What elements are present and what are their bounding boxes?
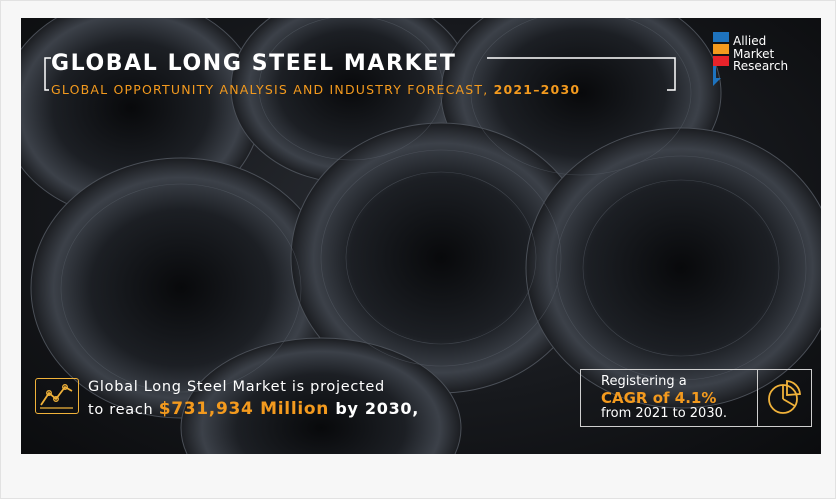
title-bracket: [44, 57, 676, 91]
steel-coils-background: [21, 18, 821, 454]
title-block: GLOBAL LONG STEEL MARKET GLOBAL OPPORTUN…: [39, 38, 679, 97]
logo-text: Allied Market Research: [733, 35, 788, 73]
projection-line-2: to reach $731,934 Million by 2030,: [88, 398, 419, 421]
page-subtitle: GLOBAL OPPORTUNITY ANALYSIS AND INDUSTRY…: [51, 82, 580, 97]
projection-year: 2030,: [364, 399, 420, 418]
projection-line-1: Global Long Steel Market is projected: [88, 379, 385, 395]
allied-market-research-logo: Allied Market Research: [711, 30, 811, 90]
infographic-banner: GLOBAL LONG STEEL MARKET GLOBAL OPPORTUN…: [21, 18, 821, 454]
projection-mid: by: [329, 399, 365, 418]
projection-amount: $731,934 Million: [158, 399, 330, 419]
logo-mark-icon: [713, 32, 729, 86]
pie-chart-icon: [768, 380, 801, 414]
cagr-divider: [757, 370, 758, 426]
logo-line-1: Allied: [733, 34, 767, 48]
page-title: GLOBAL LONG STEEL MARKET: [51, 51, 457, 76]
logo-line-3: Research: [733, 59, 789, 73]
subtitle-years: 2021–2030: [493, 82, 581, 97]
cagr-text: Registering a CAGR of 4.1% from 2021 to …: [601, 374, 727, 422]
cagr-callout: Registering a CAGR of 4.1% from 2021 to …: [580, 369, 812, 427]
logo-line-2: Market: [733, 46, 775, 61]
projection-prefix: to reach: [88, 402, 159, 418]
cagr-value: CAGR of 4.1%: [601, 389, 717, 407]
projection-statement: Global Long Steel Market is projected to…: [88, 376, 419, 421]
chart-growth-icon: [35, 378, 79, 414]
cagr-line-1: Registering a: [601, 374, 687, 389]
subtitle-text: GLOBAL OPPORTUNITY ANALYSIS AND INDUSTRY…: [51, 82, 494, 97]
cagr-line-3: from 2021 to 2030.: [601, 406, 728, 421]
